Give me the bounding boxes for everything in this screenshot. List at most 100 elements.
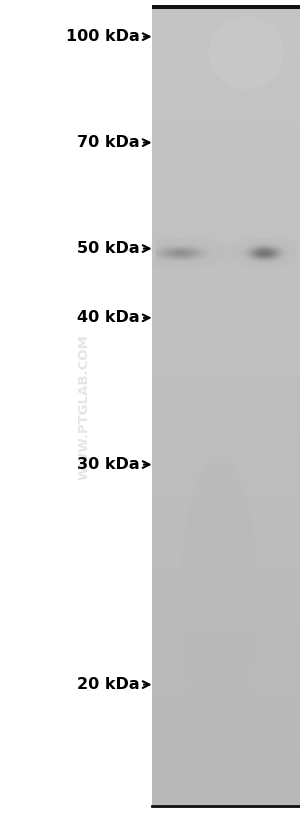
Bar (152, 284, 300, 286)
Bar (152, 45, 300, 48)
Bar (152, 59, 300, 61)
Bar (152, 777, 300, 779)
Bar (152, 688, 300, 690)
Bar (152, 32, 300, 34)
Bar (152, 88, 300, 90)
Bar (152, 645, 300, 648)
Bar (152, 602, 300, 605)
Bar (152, 375, 300, 377)
Bar (152, 134, 300, 136)
Bar (152, 594, 300, 597)
Bar (152, 311, 300, 313)
Bar (152, 300, 300, 302)
Bar (152, 525, 300, 527)
Bar (152, 305, 300, 307)
Bar (152, 498, 300, 500)
Bar (152, 5, 300, 7)
Bar (152, 187, 300, 190)
Bar (152, 390, 300, 394)
Bar (152, 139, 300, 142)
Bar (152, 619, 300, 621)
Bar (152, 342, 300, 345)
Bar (152, 176, 300, 179)
Bar (152, 423, 300, 425)
Bar (152, 198, 300, 200)
Bar (152, 460, 300, 463)
Bar (152, 517, 300, 519)
Bar (152, 254, 300, 257)
Bar (152, 610, 300, 613)
Bar (152, 677, 300, 680)
Bar (152, 755, 300, 758)
Bar (152, 259, 300, 262)
Bar (152, 99, 300, 101)
Bar (152, 5, 300, 9)
Bar (152, 42, 300, 45)
Bar (152, 26, 300, 29)
Bar (152, 230, 300, 232)
Bar (152, 474, 300, 476)
Bar (152, 123, 300, 126)
Bar (152, 64, 300, 67)
Bar (152, 382, 300, 385)
Bar (152, 436, 300, 438)
Bar (152, 401, 300, 404)
Bar (152, 348, 300, 350)
Bar (152, 24, 300, 26)
Bar (152, 257, 300, 259)
Bar (152, 74, 300, 77)
Bar (152, 399, 300, 401)
Bar (152, 278, 300, 281)
Bar (152, 769, 300, 771)
Bar (152, 171, 300, 174)
Bar (152, 667, 300, 669)
Bar (152, 511, 300, 513)
Bar (152, 297, 300, 300)
Bar (152, 240, 300, 244)
Bar (152, 329, 300, 332)
Bar (152, 200, 300, 203)
Bar (152, 734, 300, 736)
Bar (152, 506, 300, 509)
Bar (152, 225, 300, 227)
Bar (152, 21, 300, 24)
Bar (152, 394, 300, 396)
Bar (152, 195, 300, 198)
Bar (152, 72, 300, 74)
Bar (152, 363, 300, 367)
Bar (152, 621, 300, 623)
Bar (152, 690, 300, 694)
Bar (152, 388, 300, 390)
Bar (152, 184, 300, 187)
Bar (152, 575, 300, 578)
Bar (152, 723, 300, 725)
Bar (152, 680, 300, 683)
Bar (152, 281, 300, 284)
Bar (152, 530, 300, 532)
Bar (152, 417, 300, 420)
Bar (152, 581, 300, 584)
Bar (152, 637, 300, 640)
Bar (152, 107, 300, 109)
Bar (152, 490, 300, 492)
Bar (152, 509, 300, 511)
Bar (152, 698, 300, 702)
Text: 30 kDa: 30 kDa (77, 457, 140, 472)
Bar (152, 763, 300, 765)
Bar (152, 544, 300, 546)
Bar (152, 803, 300, 806)
Text: 40 kDa: 40 kDa (77, 311, 140, 325)
Bar (152, 425, 300, 428)
Bar (152, 152, 300, 155)
Bar (152, 142, 300, 144)
Bar (152, 80, 300, 82)
Bar (152, 640, 300, 642)
Bar (152, 744, 300, 747)
Bar (152, 438, 300, 442)
Bar (152, 758, 300, 760)
Bar (152, 192, 300, 195)
Bar (152, 396, 300, 399)
Bar (152, 476, 300, 479)
Bar (152, 337, 300, 340)
Bar (152, 67, 300, 69)
